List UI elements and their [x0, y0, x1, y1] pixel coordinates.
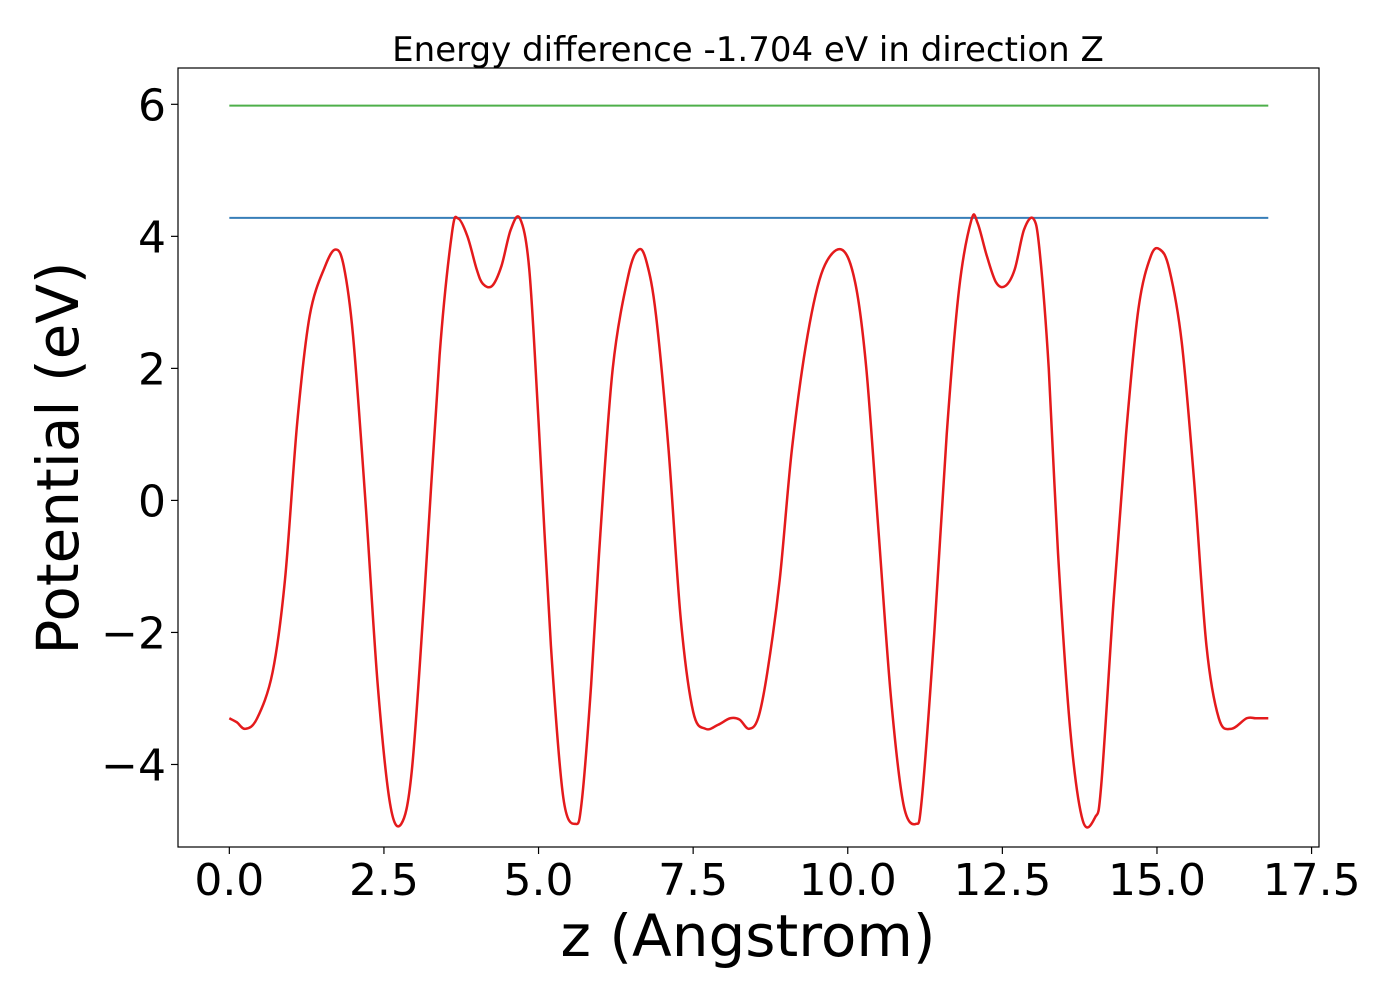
x-tick-label: 7.5 — [658, 855, 728, 906]
x-tick-label: 5.0 — [504, 855, 574, 906]
chart-title: Energy difference -1.704 eV in direction… — [392, 30, 1104, 70]
y-axis-ticks: −4 −2 0 2 4 6 — [101, 80, 178, 791]
y-tick-label: −2 — [101, 608, 166, 659]
x-tick-label: 2.5 — [349, 855, 419, 906]
x-tick-label: 0.0 — [194, 855, 264, 906]
y-tick-label: 0 — [138, 476, 166, 527]
x-tick-label: 15.0 — [1108, 855, 1206, 906]
plot-area — [177, 67, 1320, 848]
x-tick-label: 12.5 — [953, 855, 1051, 906]
x-tick-label: 17.5 — [1263, 855, 1361, 906]
y-tick-label: 2 — [138, 344, 166, 395]
axes-frame — [177, 67, 1320, 848]
y-tick-label: 6 — [138, 80, 166, 131]
x-tick-label: 10.0 — [799, 855, 897, 906]
y-axis-label: Potential (eV) — [24, 261, 92, 654]
series-line-potential — [228, 213, 1269, 829]
y-tick-label: −4 — [101, 740, 166, 791]
x-axis-label: z (Angstrom) — [561, 902, 936, 970]
x-axis-ticks: 0.0 2.5 5.0 7.5 10.0 12.5 15.0 17.5 — [194, 847, 1361, 906]
y-tick-label: 4 — [138, 212, 166, 263]
